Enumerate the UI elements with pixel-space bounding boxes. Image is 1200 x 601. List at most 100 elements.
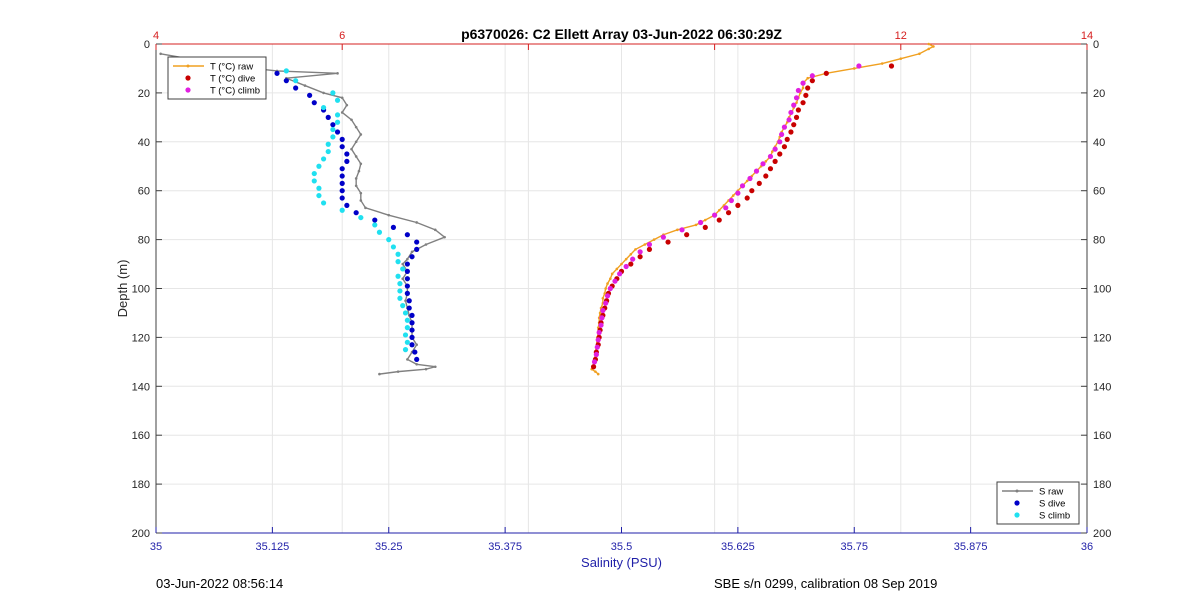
series-vertex — [359, 133, 363, 136]
series-vertex — [424, 367, 428, 371]
series-point — [716, 217, 722, 223]
series-point — [404, 283, 410, 289]
x-top-tick-label: 14 — [1081, 30, 1093, 42]
series-point — [402, 332, 409, 338]
series-point — [358, 214, 364, 221]
legend-marker-swatch — [1014, 512, 1020, 518]
series-vertex — [387, 213, 391, 217]
series-point — [591, 359, 598, 365]
series-vertex — [634, 248, 637, 251]
series-point — [665, 239, 671, 245]
chart-title: p6370026: C2 Ellett Array 03-Jun-2022 06… — [461, 26, 782, 42]
series-point — [311, 100, 317, 106]
series-point — [637, 249, 643, 255]
series-vertex — [643, 243, 647, 246]
series-point — [617, 271, 623, 277]
series-point — [594, 344, 600, 350]
series-point — [316, 163, 322, 169]
series-point — [325, 148, 331, 155]
series-point — [888, 63, 895, 69]
series-point — [339, 144, 345, 150]
series-point — [406, 305, 412, 311]
series-point — [712, 212, 718, 218]
x-axis-label: Salinity (PSU) — [581, 555, 662, 570]
series-point — [604, 293, 611, 299]
legend-entry-label: S raw — [1039, 487, 1063, 498]
series-point — [372, 217, 378, 223]
series-point — [772, 146, 778, 152]
series-vertex — [771, 150, 774, 153]
series-point — [809, 78, 815, 84]
series-vertex — [364, 206, 367, 210]
series-vertex — [434, 365, 437, 369]
series-point — [856, 63, 862, 69]
series-point — [593, 351, 599, 358]
series-vertex — [610, 272, 614, 276]
series-point — [334, 112, 341, 118]
series-vertex — [354, 125, 358, 129]
series-point — [628, 261, 634, 267]
series-vertex — [745, 179, 749, 183]
series-vertex — [932, 45, 935, 48]
series-point — [414, 356, 420, 363]
x-bottom-tick-label: 35 — [150, 541, 162, 553]
series-vertex — [406, 358, 409, 361]
series-vertex — [378, 372, 381, 376]
series-vertex — [601, 296, 605, 300]
x-top-tick-label: 6 — [339, 30, 345, 42]
series-point — [344, 202, 350, 208]
series-point — [311, 170, 317, 177]
series-point — [344, 158, 350, 164]
y-tick-label-left: 100 — [132, 284, 150, 296]
series-point — [803, 92, 809, 98]
legend-entry-label: T (°C) dive — [210, 74, 255, 85]
series-point — [316, 185, 322, 191]
series-vertex — [594, 370, 597, 373]
series-vertex — [694, 223, 698, 227]
series-point — [344, 151, 350, 157]
y-tick-label-left: 160 — [132, 430, 150, 442]
series-vertex — [424, 243, 428, 246]
series-vertex — [359, 199, 363, 202]
y-tick-label-right: 160 — [1093, 430, 1111, 442]
y-tick-label-right: 120 — [1093, 332, 1111, 344]
x-bottom-tick-label: 35.5 — [611, 541, 632, 553]
series-vertex — [434, 228, 437, 232]
series-point — [784, 136, 790, 142]
series-point — [630, 256, 636, 262]
series-point — [603, 300, 609, 306]
series-vertex — [401, 262, 405, 266]
series-point — [339, 173, 345, 179]
series-point — [404, 290, 410, 296]
series-vertex — [615, 267, 619, 271]
series-point — [607, 285, 613, 292]
series-point — [793, 114, 800, 120]
series-point — [390, 244, 397, 250]
series-point — [316, 192, 322, 199]
series-point — [767, 166, 774, 172]
y-tick-label-right: 140 — [1093, 381, 1111, 393]
series-point — [283, 78, 289, 84]
series-point — [395, 259, 401, 265]
series-vertex — [927, 47, 931, 51]
series-point — [320, 156, 327, 162]
y-tick-label-right: 180 — [1093, 479, 1111, 491]
x-bottom-tick-label: 35.125 — [256, 541, 290, 553]
series-point — [660, 234, 666, 240]
series-point — [414, 246, 420, 252]
series-point — [325, 114, 331, 120]
series-point — [339, 195, 345, 201]
series-point — [293, 78, 299, 84]
series-point — [767, 153, 774, 160]
series-point — [702, 224, 708, 230]
series-point — [353, 210, 359, 216]
series-point — [283, 68, 289, 74]
legend-marker-swatch — [185, 75, 191, 81]
series-point — [791, 102, 797, 108]
series-point — [823, 70, 829, 76]
series-point — [412, 349, 418, 355]
series-vertex — [606, 282, 609, 285]
series-point — [339, 207, 345, 213]
series-point — [595, 337, 601, 343]
series-point — [735, 190, 741, 196]
